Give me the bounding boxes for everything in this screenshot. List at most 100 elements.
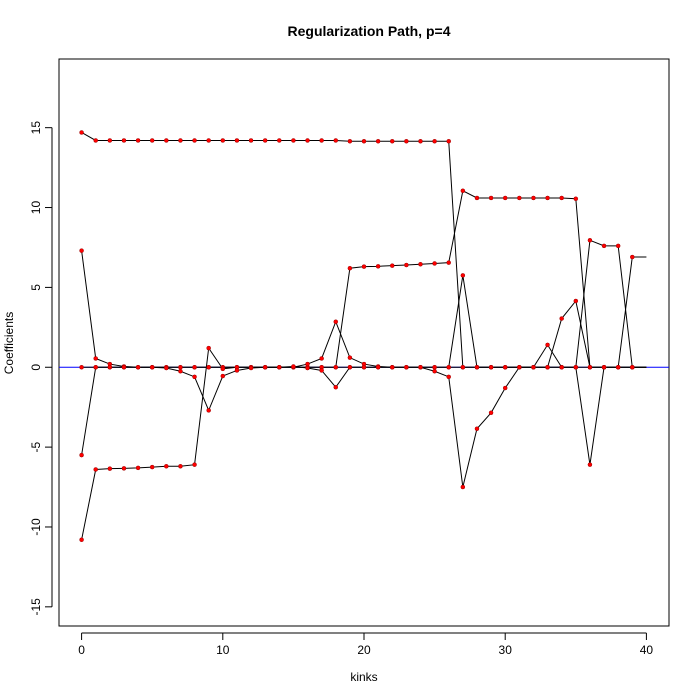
series-points — [79, 130, 635, 543]
series-1-point — [107, 138, 113, 143]
series-1-point — [375, 139, 381, 144]
series-4-point — [630, 254, 635, 260]
x-tick-label: 0 — [78, 643, 85, 657]
series-2-point — [545, 195, 550, 201]
plot-frame — [58, 58, 670, 627]
series-3-point — [615, 243, 621, 249]
y-tick-label: 0 — [29, 364, 43, 371]
series-1-point — [192, 138, 197, 143]
series-5-point — [164, 365, 169, 371]
series-1-point — [248, 138, 254, 143]
series-4-point — [460, 484, 466, 490]
series-5-point — [234, 368, 240, 373]
series-2-point — [502, 195, 508, 201]
series-5-point — [573, 298, 579, 304]
series-2-point — [347, 265, 353, 271]
series-4-point — [121, 466, 127, 471]
y-tick-label: -5 — [29, 441, 43, 452]
series-4-point — [573, 365, 579, 370]
series-1-point — [79, 130, 84, 135]
series-5-point — [418, 365, 423, 370]
series-4-point — [93, 467, 98, 472]
series-5-point — [277, 365, 282, 370]
series-5-point — [206, 408, 211, 413]
series-4-point — [79, 537, 84, 543]
series-1-point — [93, 138, 98, 143]
series-1-point — [262, 138, 268, 143]
y-tick-label: -15 — [29, 598, 43, 616]
series-5-point — [220, 373, 226, 379]
series-4-point — [347, 355, 353, 360]
series-3-point — [192, 365, 197, 370]
series-line-5 — [81, 275, 647, 412]
series-4-point — [305, 361, 310, 367]
series-5-point — [192, 374, 197, 380]
series-1-point — [319, 138, 324, 143]
series-1-point — [149, 138, 155, 143]
series-5-point — [502, 365, 508, 370]
series-5-point — [587, 365, 593, 370]
series-4-point — [135, 465, 141, 471]
series-2-point — [474, 195, 480, 201]
series-1-point — [291, 138, 296, 143]
series-5-point — [559, 316, 564, 321]
series-1-point — [164, 138, 169, 143]
series-1-point — [446, 139, 451, 144]
series-5-point — [361, 365, 367, 370]
series-5-point — [474, 365, 480, 370]
series-line-1 — [81, 132, 647, 368]
series-5-point — [460, 273, 466, 278]
series-4-point — [206, 345, 211, 351]
series-4-point — [333, 319, 339, 324]
x-axis: 0 10 20 30 40 — [78, 632, 653, 657]
series-2-point — [559, 195, 564, 201]
y-axis: -15 -10 -5 0 5 10 15 — [29, 121, 53, 616]
series-1-point — [234, 138, 240, 143]
x-tick-label: 10 — [216, 643, 230, 657]
series-5-point — [630, 365, 635, 370]
series-5-point — [601, 365, 607, 370]
series-3-point — [601, 243, 607, 249]
y-tick-label: 5 — [29, 284, 43, 291]
series-2-point — [389, 263, 395, 268]
series-line-3 — [81, 239, 647, 456]
series-1-point — [333, 138, 339, 143]
series-5-point — [488, 365, 494, 370]
series-1-point — [220, 138, 226, 143]
series-2-point — [446, 260, 451, 265]
series-5-point — [389, 365, 395, 370]
x-axis-label: kinks — [350, 670, 377, 684]
series-1-point — [432, 139, 437, 144]
series-line-2 — [81, 190, 647, 368]
series-1-point — [178, 138, 183, 143]
series-1-point — [361, 139, 367, 144]
series-5-point — [262, 365, 268, 370]
series-5-point — [347, 365, 353, 370]
series-2-point — [418, 261, 423, 267]
y-axis-label: Coefficients — [2, 312, 16, 374]
series-5-point — [333, 384, 339, 390]
series-4-point — [587, 462, 593, 467]
x-tick-label: 20 — [357, 643, 371, 657]
series-1-point — [305, 138, 310, 143]
series-2-point — [375, 264, 381, 269]
series-2-point — [361, 264, 367, 269]
series-2-point — [517, 195, 522, 201]
series-5-point — [404, 365, 409, 370]
series-5-point — [305, 365, 310, 371]
series-4-point — [502, 385, 508, 391]
series-4-point — [178, 464, 183, 469]
series-3-point — [587, 238, 593, 243]
series-5-point — [248, 365, 254, 371]
series-line-4 — [81, 256, 647, 540]
series-5-point — [79, 365, 84, 370]
series-5-point — [375, 365, 381, 370]
series-5-point — [121, 365, 127, 370]
x-tick-label: 30 — [499, 643, 513, 657]
series-2-point — [93, 356, 98, 361]
series-4-point — [488, 410, 494, 416]
series-1-point — [404, 139, 409, 144]
series-5-point — [149, 365, 155, 370]
series-5-point — [615, 365, 621, 370]
